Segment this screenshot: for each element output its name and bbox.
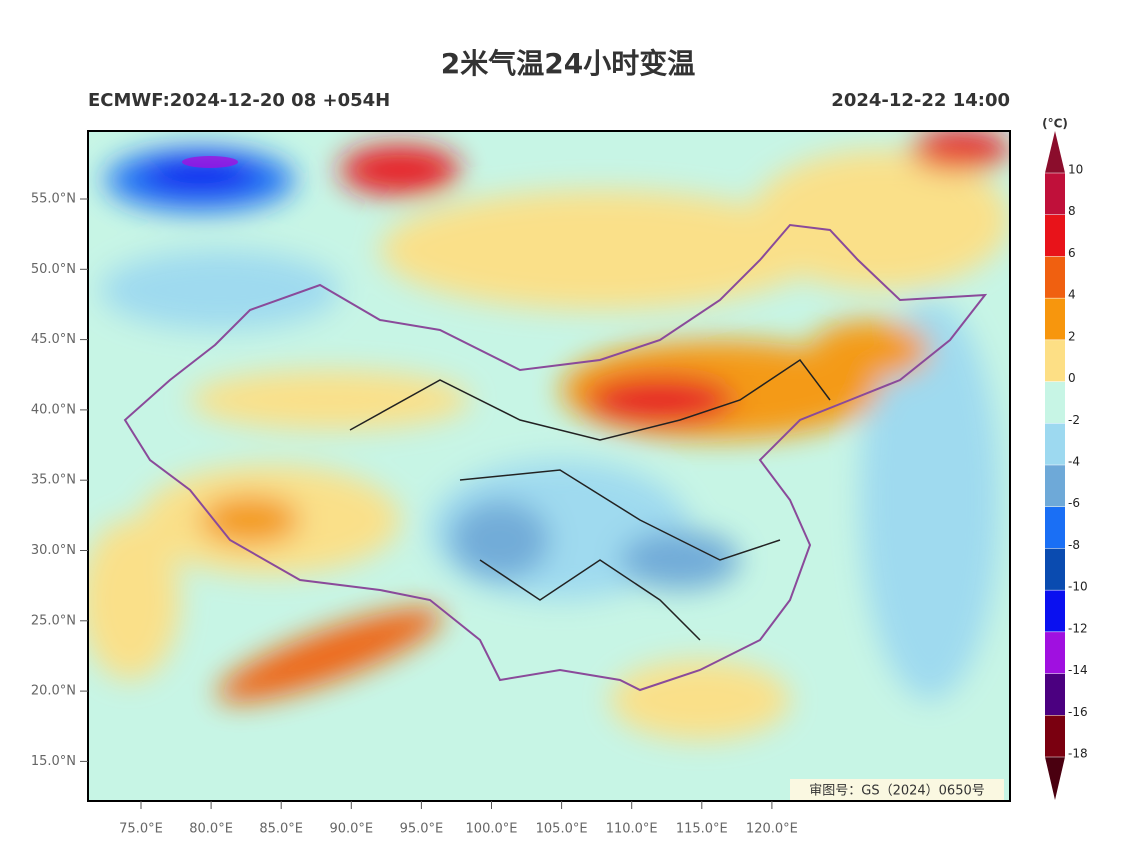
colorbar-box xyxy=(1045,590,1065,632)
lon-label: 95.0°E xyxy=(400,822,444,837)
lon-label: 75.0°E xyxy=(119,822,163,837)
colorbar-box xyxy=(1045,465,1065,507)
lon-label: 80.0°E xyxy=(189,822,233,837)
colorbar-label: -6 xyxy=(1068,496,1080,510)
lat-label: 50.0°N xyxy=(31,262,76,277)
lat-label: 35.0°N xyxy=(31,473,76,488)
colorbar-label: 10 xyxy=(1068,163,1083,177)
colorbar-box xyxy=(1045,214,1065,257)
colorbar-label: -14 xyxy=(1068,663,1088,677)
colorbar-label: -10 xyxy=(1068,580,1088,594)
colorbar-box xyxy=(1045,339,1065,382)
lat-label: 20.0°N xyxy=(31,684,76,699)
lat-label: 30.0°N xyxy=(31,543,76,558)
title: 2米气温24小时变温 xyxy=(441,47,695,80)
lon-label: 90.0°E xyxy=(329,822,373,837)
colorbar-box xyxy=(1045,256,1065,299)
lon-label: 105.0°E xyxy=(536,822,588,837)
colorbar-label: 8 xyxy=(1068,204,1076,218)
lat-label: 15.0°N xyxy=(31,754,76,769)
colorbar-box xyxy=(1045,673,1065,716)
colorbar-label: -16 xyxy=(1068,705,1088,719)
colorbar-box xyxy=(1045,548,1065,591)
colorbar-label: -18 xyxy=(1068,747,1088,761)
colorbar-label: 6 xyxy=(1068,246,1076,260)
colorbar-label: 4 xyxy=(1068,288,1076,302)
lat-label: 55.0°N xyxy=(31,192,76,207)
lat-label: 25.0°N xyxy=(31,613,76,628)
map-frame xyxy=(87,130,1011,802)
colorbar-box xyxy=(1045,298,1065,340)
lon-label: 110.0°E xyxy=(606,822,658,837)
colorbar-box xyxy=(1045,173,1065,215)
colorbar-extend xyxy=(1045,131,1065,173)
colorbar-label: 0 xyxy=(1068,371,1076,385)
colorbar-extend xyxy=(1045,757,1065,800)
colorbar-label: 2 xyxy=(1068,329,1076,343)
colorbar-box xyxy=(1045,506,1065,549)
model-run: ECMWF:2024-12-20 08 +054H xyxy=(88,90,390,111)
lat-label: 45.0°N xyxy=(31,332,76,347)
colorbar-box xyxy=(1045,631,1065,674)
lon-label: 85.0°E xyxy=(259,822,303,837)
colorbar-label: -4 xyxy=(1068,455,1080,469)
lat-label: 40.0°N xyxy=(31,402,76,417)
lon-label: 100.0°E xyxy=(466,822,518,837)
lon-label: 115.0°E xyxy=(676,822,728,837)
colorbar-box xyxy=(1045,381,1065,424)
lon-label: 120.0°E xyxy=(746,822,798,837)
review-number: 审图号：GS（2024）0650号 xyxy=(809,784,985,799)
colorbar-box xyxy=(1045,423,1065,465)
colorbar-label: -12 xyxy=(1068,621,1088,635)
valid-time: 2024-12-22 14:00 xyxy=(831,90,1010,111)
colorbar-box xyxy=(1045,715,1065,757)
temperature-field xyxy=(88,131,1010,801)
colorbar-label: -2 xyxy=(1068,413,1080,427)
colorbar-unit: (°C) xyxy=(1042,117,1068,131)
colorbar-label: -8 xyxy=(1068,538,1080,552)
